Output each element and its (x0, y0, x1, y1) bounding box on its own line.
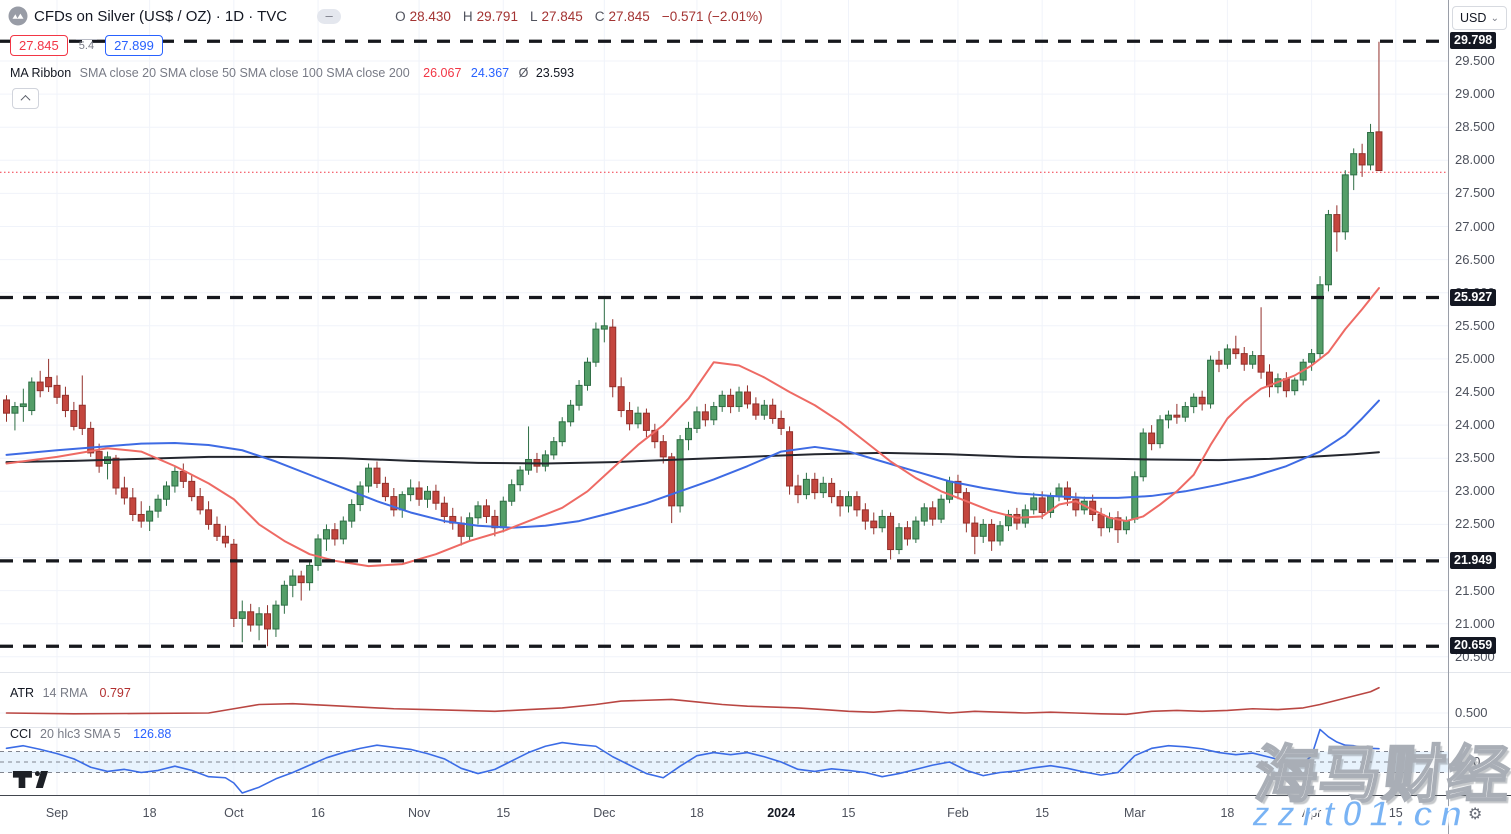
high-label: H (462, 8, 473, 24)
open-label: O (395, 8, 406, 24)
collapse-legend-button[interactable] (12, 88, 39, 109)
spread-value: 5.4 (75, 39, 98, 52)
price-tick-label: 21.000 (1455, 615, 1495, 631)
time-tick-label: 18 (1220, 806, 1235, 820)
sma200-value: 23.593 (535, 66, 575, 80)
last-price-flag[interactable]: 27.845 (10, 35, 68, 56)
atr-title[interactable]: ATR (10, 686, 35, 700)
atr-value: 0.797 (99, 686, 131, 700)
low-label: L (529, 8, 538, 24)
hline-price-flag: 20.659 (1450, 637, 1497, 655)
price-tick-label: 29.500 (1455, 53, 1495, 68)
time-tick-label: 18 (142, 806, 157, 820)
time-tick-label: 15 (1388, 806, 1403, 820)
atr-legend: ATR 14 RMA 0.797 (10, 686, 131, 700)
time-tick-label: 18 (689, 806, 704, 820)
price-tick-label: 27.500 (1455, 185, 1495, 201)
price-tick-label: 24.000 (1455, 417, 1495, 433)
counter-price-flag[interactable]: 27.899 (105, 35, 163, 56)
atr-tick-label: 0.500 (1455, 705, 1488, 720)
ma-ribbon-title[interactable]: MA Ribbon (10, 66, 72, 80)
symbol-icon (8, 6, 28, 26)
price-tick-label: 28.000 (1455, 152, 1495, 168)
sma20-value: 26.067 (423, 66, 462, 80)
price-tick-label: 23.000 (1455, 483, 1495, 499)
time-tick-label: 15 (841, 806, 856, 820)
price-tick-label: 21.500 (1455, 582, 1495, 598)
time-tick-label: Oct (224, 806, 244, 820)
atr-params: 14 RMA (42, 686, 88, 700)
low-value: 27.845 (541, 8, 583, 24)
symbol-legend: CFDs on Silver (US$ / OZ) · 1D · TVC – O… (8, 6, 763, 26)
time-tick-label: Apr (1301, 806, 1322, 820)
cci-params: 20 hlc3 SMA 5 (40, 727, 121, 741)
average-symbol: Ø (518, 66, 529, 80)
ma-ribbon-legend: MA Ribbon SMA close 20 SMA close 50 SMA … (10, 66, 574, 80)
time-tick-label: Dec (593, 806, 616, 820)
price-tick-label: 26.500 (1455, 251, 1495, 267)
time-axis[interactable]: ⚙ Sep 18 Oct 16 Nov 15 Dec 18 2024 15 Feb 15 Mar 18 Ap… (0, 795, 1511, 834)
gear-icon[interactable]: ⚙ (1468, 806, 1483, 823)
hide-legend-button[interactable]: – (317, 8, 342, 24)
price-axis[interactable]: USD ⌄ 29.500 29.000 28.500 28.000 27.500 27.0… (1448, 0, 1511, 834)
close-value: 27.845 (608, 8, 650, 24)
cci-value: 126.88 (133, 727, 172, 741)
time-tick-label: Mar (1124, 806, 1146, 820)
price-tick-label: 28.500 (1455, 119, 1495, 135)
hline-price-flag: 29.798 (1450, 32, 1497, 50)
cci-title[interactable]: CCI (10, 727, 32, 741)
price-tick-label: 23.500 (1455, 450, 1495, 466)
currency-dropdown[interactable]: USD ⌄ (1452, 6, 1507, 30)
price-tick-label: 29.000 (1455, 86, 1495, 102)
hline-price-flag: 21.949 (1450, 551, 1497, 569)
price-tick-label: 22.500 (1455, 516, 1495, 532)
chevron-down-icon: ⌄ (1490, 12, 1499, 24)
time-tick-label: 2024 (767, 806, 796, 820)
watermark-url: zzrt01.cn (1251, 792, 1470, 834)
cci-tick-label: 0.00 (1455, 754, 1481, 769)
time-tick-label: Feb (947, 806, 969, 820)
time-tick-label: 15 (1035, 806, 1050, 820)
sma50-value: 24.367 (470, 66, 510, 80)
price-flag-row: 27.845 5.4 27.899 (10, 35, 163, 56)
ma-ribbon-params: SMA close 20 SMA close 50 SMA close 100 … (79, 66, 410, 80)
close-label: C (594, 8, 605, 24)
symbol-title[interactable]: CFDs on Silver (US$ / OZ) · 1D · TVC (34, 7, 288, 25)
chevron-up-icon (20, 94, 31, 105)
high-value: 29.791 (476, 8, 518, 24)
time-tick-label: Nov (407, 806, 431, 820)
currency-label: USD (1460, 11, 1487, 25)
time-tick-label: 15 (496, 806, 511, 820)
price-tick-label: 25.000 (1455, 350, 1495, 366)
open-value: 28.430 (409, 8, 451, 24)
time-tick-label: Sep (45, 806, 69, 820)
change-value: −0.571 (661, 8, 704, 24)
hline-price-flag: 25.927 (1450, 288, 1497, 306)
price-tick-label: 27.000 (1455, 218, 1495, 234)
price-tick-label: 24.500 (1455, 384, 1495, 399)
change-percent: (−2.01%) (707, 8, 763, 24)
tradingview-logo[interactable] (12, 768, 50, 796)
cci-legend: CCI 20 hlc3 SMA 5 126.88 (10, 727, 171, 741)
price-tick-label: 25.500 (1455, 317, 1495, 333)
ohlc-readout: O 28.430 H 29.791 L 27.845 C 27.845 −0.571 (… (387, 9, 763, 24)
tradingview-logo-icon (12, 770, 49, 789)
time-tick-label: 16 (311, 806, 325, 820)
